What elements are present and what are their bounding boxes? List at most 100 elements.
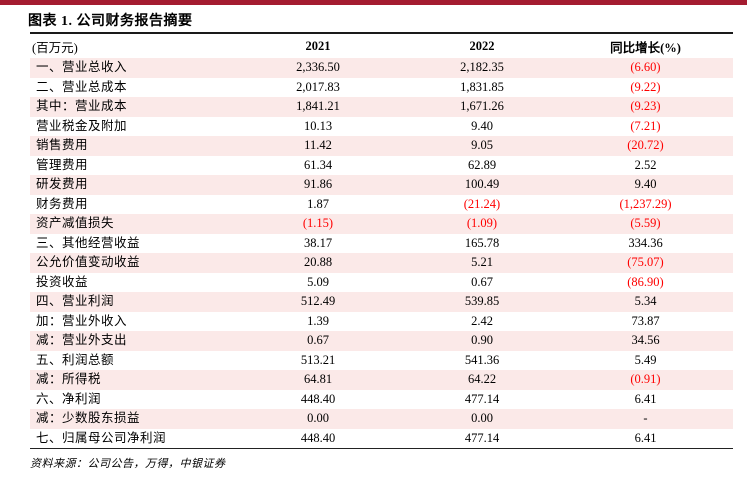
source-note: 资料来源：公司公告，万得，中银证券 xyxy=(30,458,226,470)
value-2021: (1.15) xyxy=(302,216,334,230)
row-label: 一、营业总收入 xyxy=(36,60,128,74)
row-label: 营业税金及附加 xyxy=(36,118,128,133)
value-yoy: 2.52 xyxy=(634,157,657,172)
value-yoy: (75.07) xyxy=(627,255,664,269)
row-label: 减：少数股东损益 xyxy=(36,411,141,425)
row-label: 二、营业总成本 xyxy=(36,79,128,94)
value-2022: 1,671.26 xyxy=(460,99,504,113)
value-2021: 91.86 xyxy=(303,177,333,191)
value-yoy: (5.59) xyxy=(630,216,661,230)
table-row: 减：所得税 64.81 64.22 (0.91) xyxy=(30,370,733,390)
value-2021: 448.40 xyxy=(300,391,336,406)
value-2021: 0.67 xyxy=(307,333,329,347)
row-label: 五、利润总额 xyxy=(36,352,115,367)
row-label: 减：所得税 xyxy=(36,372,102,386)
value-yoy: 73.87 xyxy=(631,313,660,328)
row-label: 资产减值损失 xyxy=(36,216,115,230)
row-label: 销售费用 xyxy=(36,138,89,152)
row-label: 三、其他经营收益 xyxy=(36,235,141,250)
table-row: 四、营业利润 512.49 539.85 5.34 xyxy=(30,292,733,312)
table-row: 加：营业外收入 1.39 2.42 73.87 xyxy=(30,312,733,332)
column-header-2021: 2021 xyxy=(305,38,331,53)
value-2021: 2,017.83 xyxy=(296,79,340,94)
column-header-yoy: 同比增长(%) xyxy=(610,40,681,55)
column-header-unit: (百万元) xyxy=(32,40,78,55)
value-2022: 477.14 xyxy=(464,391,500,406)
table-row: 减：少数股东损益 0.00 0.00 - xyxy=(30,409,733,429)
value-2021: 513.21 xyxy=(300,352,336,367)
value-yoy: 5.34 xyxy=(634,294,657,308)
table-row: 五、利润总额 513.21 541.36 5.49 xyxy=(30,351,733,371)
value-yoy: 5.49 xyxy=(634,352,657,367)
value-2022: 2,182.35 xyxy=(460,60,504,74)
row-label: 财务费用 xyxy=(36,196,89,211)
table-row: 一、营业总收入 2,336.50 2,182.35 (6.60) xyxy=(30,58,733,78)
table-row: 研发费用 91.86 100.49 9.40 xyxy=(30,175,733,195)
value-2022: 1,831.85 xyxy=(460,79,504,94)
table-row: 财务费用 1.87 (21.24) (1,237.29) xyxy=(30,195,733,215)
value-yoy: (7.21) xyxy=(630,118,661,133)
row-label: 公允价值变动收益 xyxy=(36,255,141,269)
value-2022: 9.40 xyxy=(471,118,493,133)
value-2022: 165.78 xyxy=(464,235,500,250)
value-2022: (21.24) xyxy=(463,196,501,211)
table-row: 销售费用 11.42 9.05 (20.72) xyxy=(30,136,733,156)
value-yoy: (6.60) xyxy=(630,60,661,74)
value-2022: 0.00 xyxy=(471,411,493,425)
table-row: 二、营业总成本 2,017.83 1,831.85 (9.22) xyxy=(30,78,733,98)
value-yoy: (9.23) xyxy=(630,99,661,113)
value-2022: 0.90 xyxy=(471,333,493,347)
table-row: 管理费用 61.34 62.89 2.52 xyxy=(30,156,733,176)
value-yoy: - xyxy=(643,411,648,425)
value-2021: 0.00 xyxy=(307,411,329,425)
table-row: 资产减值损失 (1.15) (1.09) (5.59) xyxy=(30,214,733,234)
value-2021: 1.39 xyxy=(307,313,329,328)
column-header-2022: 2022 xyxy=(469,38,495,53)
bottom-rule xyxy=(30,448,733,449)
table-header-row: (百万元) 2021 2022 同比增长(%) xyxy=(30,34,733,58)
value-yoy: (86.90) xyxy=(627,274,664,289)
value-2022: 100.49 xyxy=(464,177,500,191)
table-row: 营业税金及附加 10.13 9.40 (7.21) xyxy=(30,117,733,137)
figure-title: 图表 1. 公司财务报告摘要 xyxy=(28,14,193,29)
value-2022: 62.89 xyxy=(467,157,497,172)
value-2021: 64.81 xyxy=(303,372,333,386)
value-2022: 539.85 xyxy=(464,294,500,308)
financial-summary-table: (百万元) 2021 2022 同比增长(%) 一、营业总收入 2,336.50 2… xyxy=(30,34,733,448)
value-2021: 10.13 xyxy=(303,118,333,133)
value-yoy: 6.41 xyxy=(634,430,657,445)
value-2022: 64.22 xyxy=(467,372,497,386)
table-row: 七、归属母公司净利润 448.40 477.14 6.41 xyxy=(30,429,733,449)
value-2022: 0.67 xyxy=(471,274,493,289)
row-label: 其中：营业成本 xyxy=(36,99,128,113)
table-row: 其中：营业成本 1,841.21 1,671.26 (9.23) xyxy=(30,97,733,117)
value-yoy: (0.91) xyxy=(630,372,661,386)
value-yoy: (9.22) xyxy=(630,79,661,94)
row-label: 投资收益 xyxy=(36,274,89,289)
row-label: 研发费用 xyxy=(36,177,89,191)
value-2021: 61.34 xyxy=(303,157,333,172)
value-2021: 5.09 xyxy=(307,274,329,289)
value-2021: 2,336.50 xyxy=(296,60,340,74)
table-row: 公允价值变动收益 20.88 5.21 (75.07) xyxy=(30,253,733,273)
row-label: 六、净利润 xyxy=(36,391,102,406)
value-2021: 512.49 xyxy=(300,294,336,308)
row-label: 七、归属母公司净利润 xyxy=(36,430,167,445)
value-2021: 448.40 xyxy=(300,430,336,445)
value-2022: 477.14 xyxy=(464,430,500,445)
value-2021: 38.17 xyxy=(303,235,333,250)
table-row: 三、其他经营收益 38.17 165.78 334.36 xyxy=(30,234,733,254)
value-yoy: (1,237.29) xyxy=(619,196,672,211)
row-label: 减：营业外支出 xyxy=(36,333,128,347)
value-yoy: 9.40 xyxy=(634,177,657,191)
table-row: 减：营业外支出 0.67 0.90 34.56 xyxy=(30,331,733,351)
value-yoy: 334.36 xyxy=(628,235,663,250)
row-label: 加：营业外收入 xyxy=(36,313,128,328)
row-label: 管理费用 xyxy=(36,157,89,172)
value-2021: 20.88 xyxy=(303,255,333,269)
table-row: 六、净利润 448.40 477.14 6.41 xyxy=(30,390,733,410)
table-body: 一、营业总收入 2,336.50 2,182.35 (6.60) 二、营业总成本 2,01… xyxy=(30,58,733,448)
value-2022: 9.05 xyxy=(471,138,493,152)
value-yoy: 6.41 xyxy=(634,391,657,406)
